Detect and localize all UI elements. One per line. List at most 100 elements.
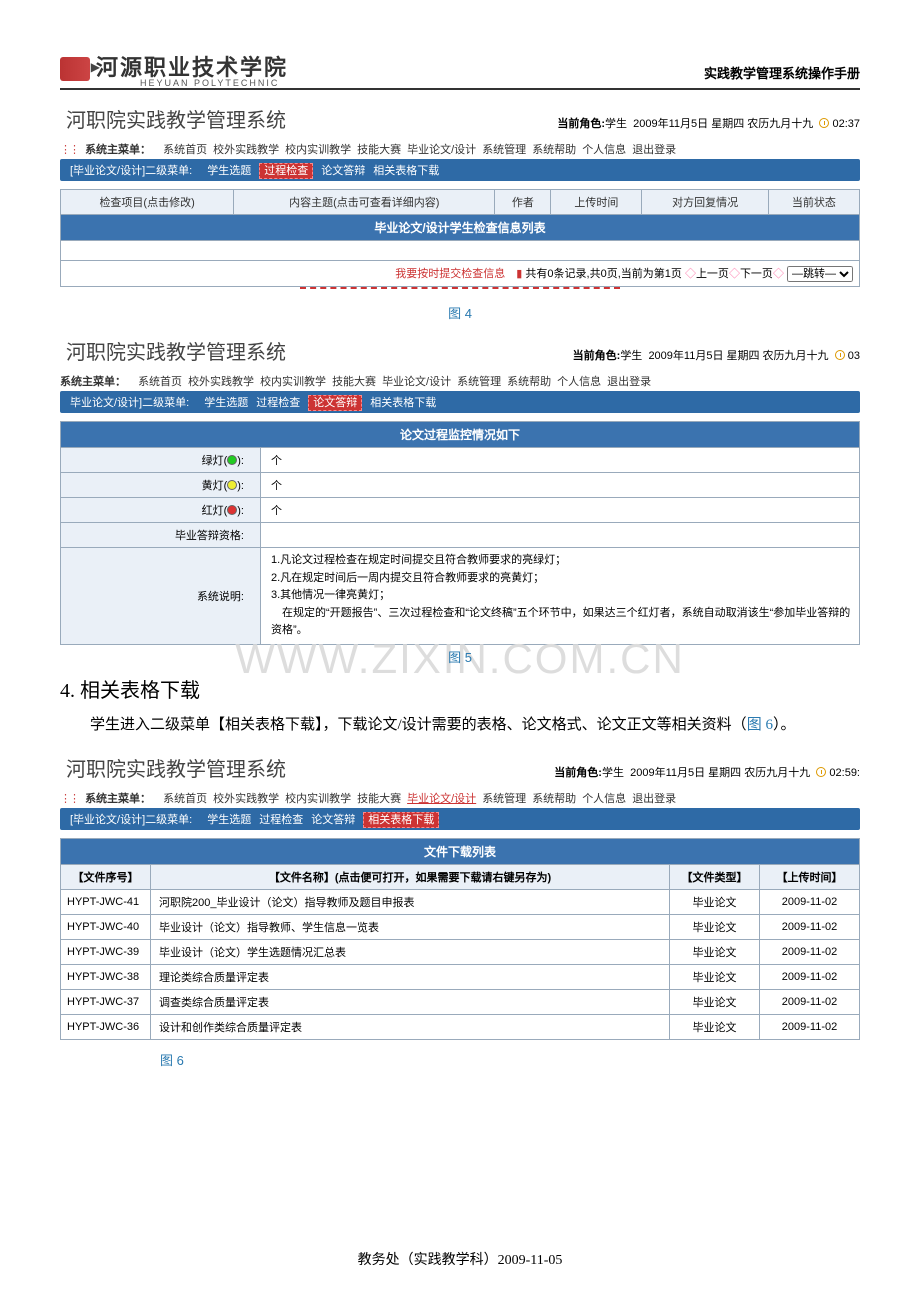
qualification-value	[261, 523, 860, 548]
main-menu-item[interactable]: 系统首页	[138, 376, 182, 388]
main-menu-item[interactable]: 系统帮助	[532, 144, 576, 156]
file-name-link[interactable]: 设计和创作类综合质量评定表	[151, 1015, 670, 1040]
main-menu-item[interactable]: 校外实践教学	[188, 376, 254, 388]
table-empty-row	[61, 241, 860, 261]
file-name-link[interactable]: 毕业设计（论文）学生选题情况汇总表	[151, 940, 670, 965]
main-menu-item[interactable]: 系统管理	[482, 144, 526, 156]
table-caption: 论文过程监控情况如下	[61, 422, 860, 448]
submenu-item[interactable]: 相关表格下载	[370, 397, 436, 409]
submenu-item[interactable]: 相关表格下载	[363, 812, 439, 828]
submenu-item[interactable]: 论文答辩	[311, 814, 355, 826]
file-name-link[interactable]: 毕业设计（论文）指导教师、学生信息一览表	[151, 915, 670, 940]
submenu-item[interactable]: 过程检查	[259, 814, 303, 826]
main-menu-item[interactable]: 退出登录	[632, 793, 676, 805]
main-menu-item[interactable]: 系统帮助	[532, 793, 576, 805]
table-column-header: 【文件类型】	[670, 865, 760, 890]
qualification-label: 毕业答辩资格:	[61, 523, 261, 548]
institution-name-en: HEYUAN POLYTECHNIC	[140, 78, 288, 88]
submenu-item[interactable]: 过程检查	[256, 397, 300, 409]
system-title: 河职院实践教学管理系统	[60, 100, 292, 137]
sub-menu: [毕业论文/设计]二级菜单: 学生选题过程检查论文答辩相关表格下载	[60, 808, 860, 830]
table-cell: HYPT-JWC-37	[61, 990, 151, 1015]
main-menu-item[interactable]: 系统帮助	[507, 376, 551, 388]
file-name-link[interactable]: 调查类综合质量评定表	[151, 990, 670, 1015]
main-menu-item[interactable]: 个人信息	[557, 376, 601, 388]
main-menu-item[interactable]: 退出登录	[607, 376, 651, 388]
date-text: 2009年11月5日 星期四 农历九月十九	[630, 767, 810, 779]
menu-prefix-icon: ⋮⋮	[60, 793, 78, 805]
table-column-header: 【上传时间】	[760, 865, 860, 890]
system-desc-text: 1.凡论文过程检查在规定时间提交且符合教师要求的亮绿灯；2.凡在规定时间后一周内…	[261, 548, 860, 645]
main-menu-item[interactable]: 个人信息	[582, 793, 626, 805]
table-cell: 2009-11-02	[760, 940, 860, 965]
submenu-item[interactable]: 论文答辩	[321, 165, 365, 177]
table-cell: HYPT-JWC-41	[61, 890, 151, 915]
light-label: 红灯():	[61, 498, 261, 523]
table-cell: 2009-11-02	[760, 965, 860, 990]
main-menu-item[interactable]: 校外实践教学	[213, 144, 279, 156]
table-column-header: 【文件名称】(点击便可打开，如果需要下载请右键另存为)	[151, 865, 670, 890]
time-text: 02:37	[832, 118, 860, 130]
light-count: 个	[261, 448, 860, 473]
main-menu-item[interactable]: 校内实训教学	[285, 144, 351, 156]
pager-info: 共有0条记录,共0页,当前为第1页	[525, 268, 681, 280]
submenu-item[interactable]: 学生选题	[207, 814, 251, 826]
submenu-item[interactable]: 论文答辩	[308, 395, 362, 411]
main-menu-item[interactable]: 毕业论文/设计	[407, 144, 476, 156]
submenu-item[interactable]: 学生选题	[207, 165, 251, 177]
main-menu-item[interactable]: 个人信息	[582, 144, 626, 156]
light-count: 个	[261, 498, 860, 523]
table-column-header: 检查项目(点击修改)	[61, 190, 234, 215]
diamond-icon: ◇	[729, 268, 740, 280]
table-column-header: 对方回复情况	[642, 190, 768, 215]
clock-icon	[835, 350, 845, 360]
main-menu-item[interactable]: 校内实训教学	[260, 376, 326, 388]
main-menu-item[interactable]: 系统首页	[163, 793, 207, 805]
time-text: 03	[848, 350, 860, 362]
submenu-prefix: [毕业论文/设计]二级菜单:	[70, 165, 192, 177]
main-menu-item[interactable]: 毕业论文/设计	[382, 376, 451, 388]
pager-prev[interactable]: 上一页	[696, 268, 729, 280]
light-label: 黄灯():	[61, 473, 261, 498]
file-name-link[interactable]: 河职院200_毕业设计（论文）指导教师及题目申报表	[151, 890, 670, 915]
submenu-item[interactable]: 学生选题	[204, 397, 248, 409]
status-dot-icon	[227, 505, 237, 515]
manual-header: 河源职业技术学院 HEYUAN POLYTECHNIC 实践教学管理系统操作手册	[60, 50, 860, 90]
pager-jump-select[interactable]: —跳转—	[787, 266, 853, 282]
submit-check-link[interactable]: 我要按时提交检查信息	[395, 268, 505, 280]
table-cell: HYPT-JWC-40	[61, 915, 151, 940]
main-menu-item[interactable]: 毕业论文/设计	[407, 793, 476, 805]
main-menu-label: 系统主菜单：	[60, 376, 126, 388]
main-menu-item[interactable]: 系统管理	[457, 376, 501, 388]
main-menu-item[interactable]: 技能大赛	[332, 376, 376, 388]
fig6-reference: 图 6	[747, 717, 773, 733]
table-row: HYPT-JWC-40毕业设计（论文）指导教师、学生信息一览表毕业论文2009-…	[61, 915, 860, 940]
pager-next[interactable]: 下一页	[740, 268, 773, 280]
role-value: 学生	[605, 118, 627, 130]
status-bar: 当前角色:学生 2009年11月5日 星期四 农历九月十九 02:59:	[554, 764, 860, 780]
main-menu-item[interactable]: 系统管理	[482, 793, 526, 805]
pager-bar: 我要按时提交检查信息 ▮ 共有0条记录,共0页,当前为第1页 ◇上一页◇下一页◇…	[60, 261, 860, 287]
submenu-item[interactable]: 相关表格下载	[373, 165, 439, 177]
table-cell: 毕业论文	[670, 940, 760, 965]
file-name-link[interactable]: 理论类综合质量评定表	[151, 965, 670, 990]
table-cell: 2009-11-02	[760, 1015, 860, 1040]
main-menu-item[interactable]: 技能大赛	[357, 793, 401, 805]
submenu-item[interactable]: 过程检查	[259, 163, 313, 179]
table-cell: 2009-11-02	[760, 990, 860, 1015]
system-title: 河职院实践教学管理系统	[60, 749, 292, 786]
main-menu-label: 系统主菜单：	[85, 793, 151, 805]
screenshot-fig6: 河职院实践教学管理系统 当前角色:学生 2009年11月5日 星期四 农历九月十…	[60, 749, 860, 1040]
main-menu-item[interactable]: 校内实训教学	[285, 793, 351, 805]
table-column-header: 当前状态	[768, 190, 859, 215]
main-menu-item[interactable]: 退出登录	[632, 144, 676, 156]
clock-icon	[816, 767, 826, 777]
highlight-underline	[300, 287, 620, 289]
main-menu-item[interactable]: 技能大赛	[357, 144, 401, 156]
main-menu-item[interactable]: 校外实践教学	[213, 793, 279, 805]
menu-prefix-icon: ⋮⋮	[60, 144, 78, 156]
main-menu-item[interactable]: 系统首页	[163, 144, 207, 156]
table-cell: 毕业论文	[670, 965, 760, 990]
table-cell: HYPT-JWC-36	[61, 1015, 151, 1040]
figure-4-label: 图 4	[60, 303, 860, 322]
